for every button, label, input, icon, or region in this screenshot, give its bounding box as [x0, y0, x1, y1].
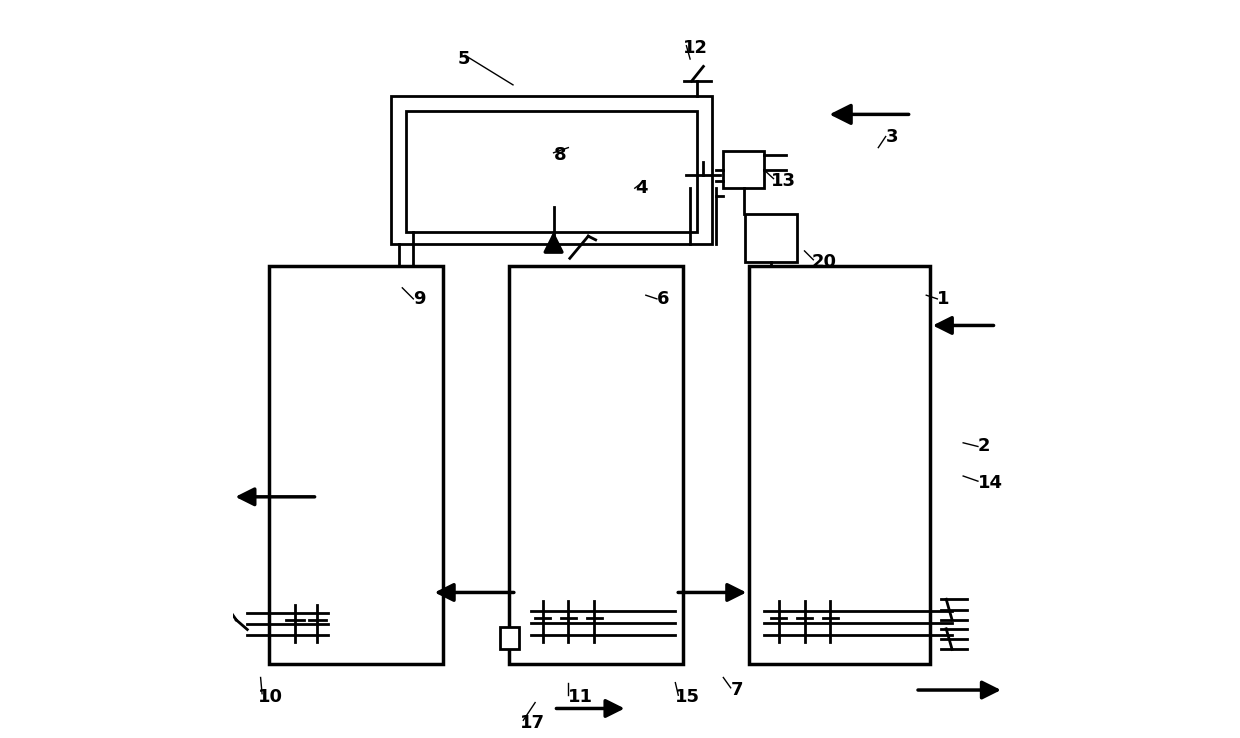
Text: 20: 20	[812, 253, 837, 271]
Text: 6: 6	[657, 290, 670, 308]
Text: 14: 14	[978, 475, 1003, 492]
Bar	[745, 214, 797, 262]
Text: 10: 10	[258, 689, 284, 706]
Text: 17: 17	[521, 714, 546, 732]
Text: 2: 2	[978, 438, 991, 455]
Bar	[392, 96, 712, 244]
Text: 1: 1	[937, 290, 950, 308]
Bar	[723, 151, 764, 188]
Bar	[749, 266, 930, 664]
Text: 9: 9	[413, 290, 425, 308]
Text: 3: 3	[885, 128, 898, 145]
Text: 15: 15	[676, 689, 701, 706]
Bar	[269, 266, 443, 664]
Bar	[405, 111, 697, 232]
Text: 8: 8	[553, 146, 567, 164]
Text: 11: 11	[568, 689, 594, 706]
Text: 5: 5	[458, 50, 470, 68]
Text: 7: 7	[730, 681, 743, 699]
Text: 13: 13	[771, 172, 796, 190]
Text: 12: 12	[683, 39, 708, 57]
Bar	[501, 627, 518, 649]
Text: 4: 4	[635, 179, 647, 197]
Bar	[510, 266, 683, 664]
